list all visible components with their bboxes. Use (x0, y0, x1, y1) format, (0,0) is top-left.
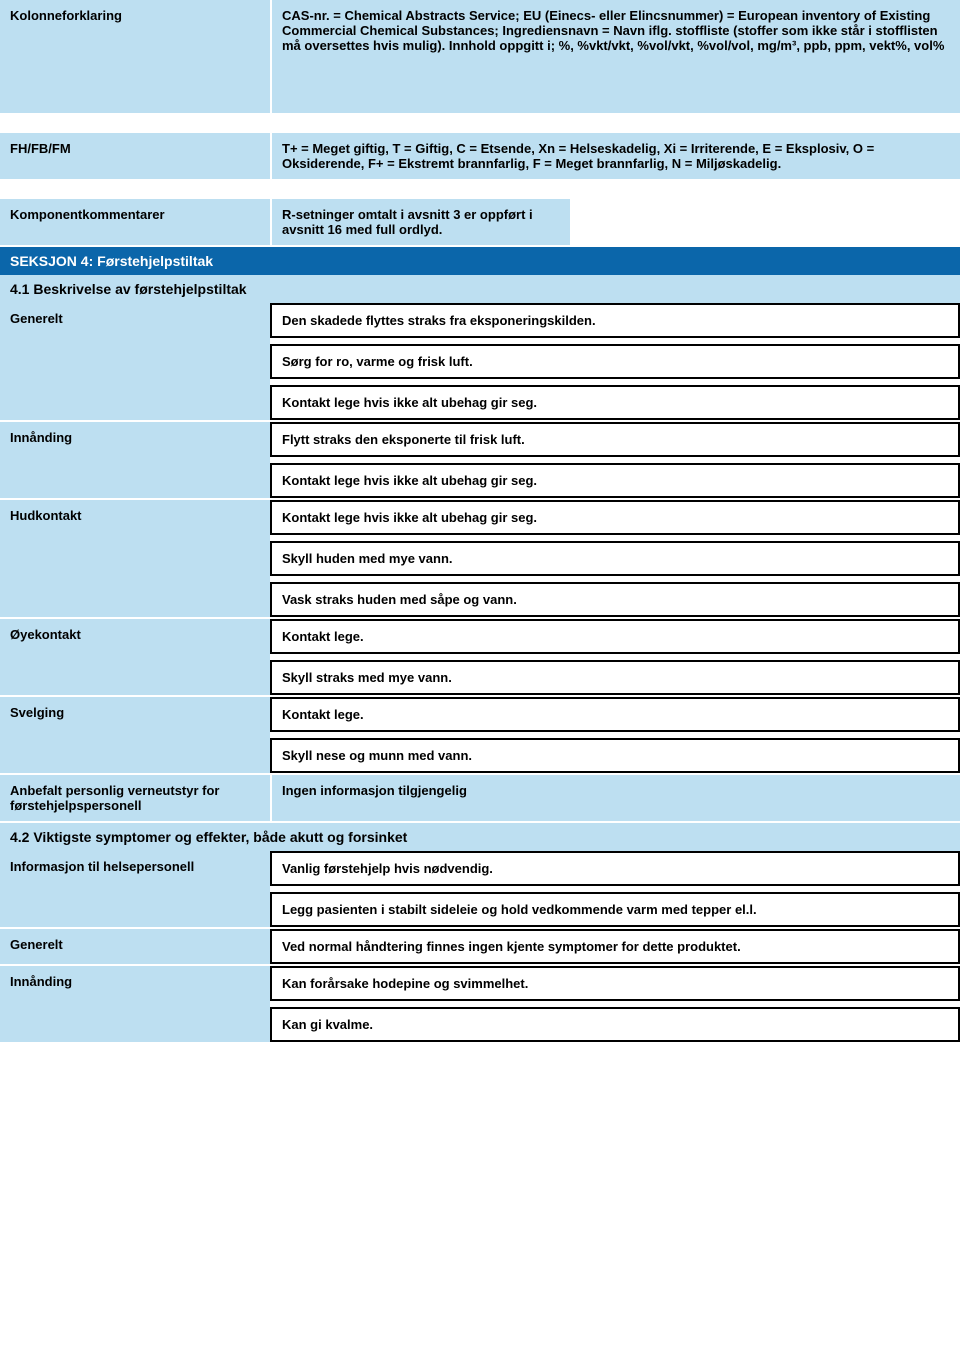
value-kolonneforklaring: CAS-nr. = Chemical Abstracts Service; EU… (270, 0, 960, 113)
value-info: Vanlig førstehjelp hvis nødvendig. Legg … (270, 851, 960, 927)
subsection-4-2: 4.2 Viktigste symptomer og effekter, båd… (0, 823, 960, 851)
svelging-v1: Kontakt lege. (270, 697, 960, 732)
value-svelging: Kontakt lege. Skyll nese og munn med van… (270, 697, 960, 773)
label-hudkontakt: Hudkontakt (0, 500, 270, 617)
oyekontakt-v1: Kontakt lege. (270, 619, 960, 654)
value-innanding2: Kan forårsake hodepine og svimmelhet. Ka… (270, 966, 960, 1042)
innanding-v1: Flytt straks den eksponerte til frisk lu… (270, 422, 960, 457)
info-v2: Legg pasienten i stabilt sideleie og hol… (270, 892, 960, 927)
row-fhfbfm: FH/FB/FM T+ = Meget giftig, T = Giftig, … (0, 133, 960, 181)
row-komponentkommentarer: Komponentkommentarer R-setninger omtalt … (0, 199, 960, 247)
row-innanding: Innånding Flytt straks den eksponerte ti… (0, 422, 960, 500)
row-hudkontakt: Hudkontakt Kontakt lege hvis ikke alt ub… (0, 500, 960, 619)
generelt2-v1: Ved normal håndtering finnes ingen kjent… (270, 929, 960, 964)
row-info: Informasjon til helsepersonell Vanlig fø… (0, 851, 960, 929)
label-generelt: Generelt (0, 303, 270, 420)
label-kolonneforklaring: Kolonneforklaring (0, 0, 270, 113)
label-generelt2: Generelt (0, 929, 270, 964)
row-generelt2: Generelt Ved normal håndtering finnes in… (0, 929, 960, 966)
hudkontakt-v2: Skyll huden med mye vann. (270, 541, 960, 576)
label-innanding2: Innånding (0, 966, 270, 1042)
svelging-v2: Skyll nese og munn med vann. (270, 738, 960, 773)
innanding2-v1: Kan forårsake hodepine og svimmelhet. (270, 966, 960, 1001)
generelt-v2: Sørg for ro, varme og frisk luft. (270, 344, 960, 379)
subsection-4-1: 4.1 Beskrivelse av førstehjelpstiltak (0, 275, 960, 303)
row-svelging: Svelging Kontakt lege. Skyll nese og mun… (0, 697, 960, 775)
row-kolonneforklaring: Kolonneforklaring CAS-nr. = Chemical Abs… (0, 0, 960, 115)
label-fhfbfm: FH/FB/FM (0, 133, 270, 179)
label-komponentkommentarer: Komponentkommentarer (0, 199, 270, 245)
value-hudkontakt: Kontakt lege hvis ikke alt ubehag gir se… (270, 500, 960, 617)
row-generelt: Generelt Den skadede flyttes straks fra … (0, 303, 960, 422)
generelt-v3: Kontakt lege hvis ikke alt ubehag gir se… (270, 385, 960, 420)
oyekontakt-v2: Skyll straks med mye vann. (270, 660, 960, 695)
innanding-v2: Kontakt lege hvis ikke alt ubehag gir se… (270, 463, 960, 498)
value-generelt2: Ved normal håndtering finnes ingen kjent… (270, 929, 960, 964)
row-oyekontakt: Øyekontakt Kontakt lege. Skyll straks me… (0, 619, 960, 697)
value-generelt: Den skadede flyttes straks fra eksponeri… (270, 303, 960, 420)
label-info: Informasjon til helsepersonell (0, 851, 270, 927)
section-4-header: SEKSJON 4: Førstehjelpstiltak (0, 247, 960, 275)
info-v1: Vanlig førstehjelp hvis nødvendig. (270, 851, 960, 886)
hudkontakt-v1: Kontakt lege hvis ikke alt ubehag gir se… (270, 500, 960, 535)
label-innanding: Innånding (0, 422, 270, 498)
value-fhfbfm: T+ = Meget giftig, T = Giftig, C = Etsen… (270, 133, 960, 179)
value-komponentkommentarer: R-setninger omtalt i avsnitt 3 er oppfør… (270, 199, 570, 245)
value-innanding: Flytt straks den eksponerte til frisk lu… (270, 422, 960, 498)
value-oyekontakt: Kontakt lege. Skyll straks med mye vann. (270, 619, 960, 695)
hudkontakt-v3: Vask straks huden med såpe og vann. (270, 582, 960, 617)
row-innanding2: Innånding Kan forårsake hodepine og svim… (0, 966, 960, 1044)
innanding2-v2: Kan gi kvalme. (270, 1007, 960, 1042)
value-anbefalt: Ingen informasjon tilgjengelig (270, 775, 960, 821)
generelt-v1: Den skadede flyttes straks fra eksponeri… (270, 303, 960, 338)
label-oyekontakt: Øyekontakt (0, 619, 270, 695)
label-svelging: Svelging (0, 697, 270, 773)
label-anbefalt: Anbefalt personlig verneutstyr for først… (0, 775, 270, 821)
row-anbefalt: Anbefalt personlig verneutstyr for først… (0, 775, 960, 823)
